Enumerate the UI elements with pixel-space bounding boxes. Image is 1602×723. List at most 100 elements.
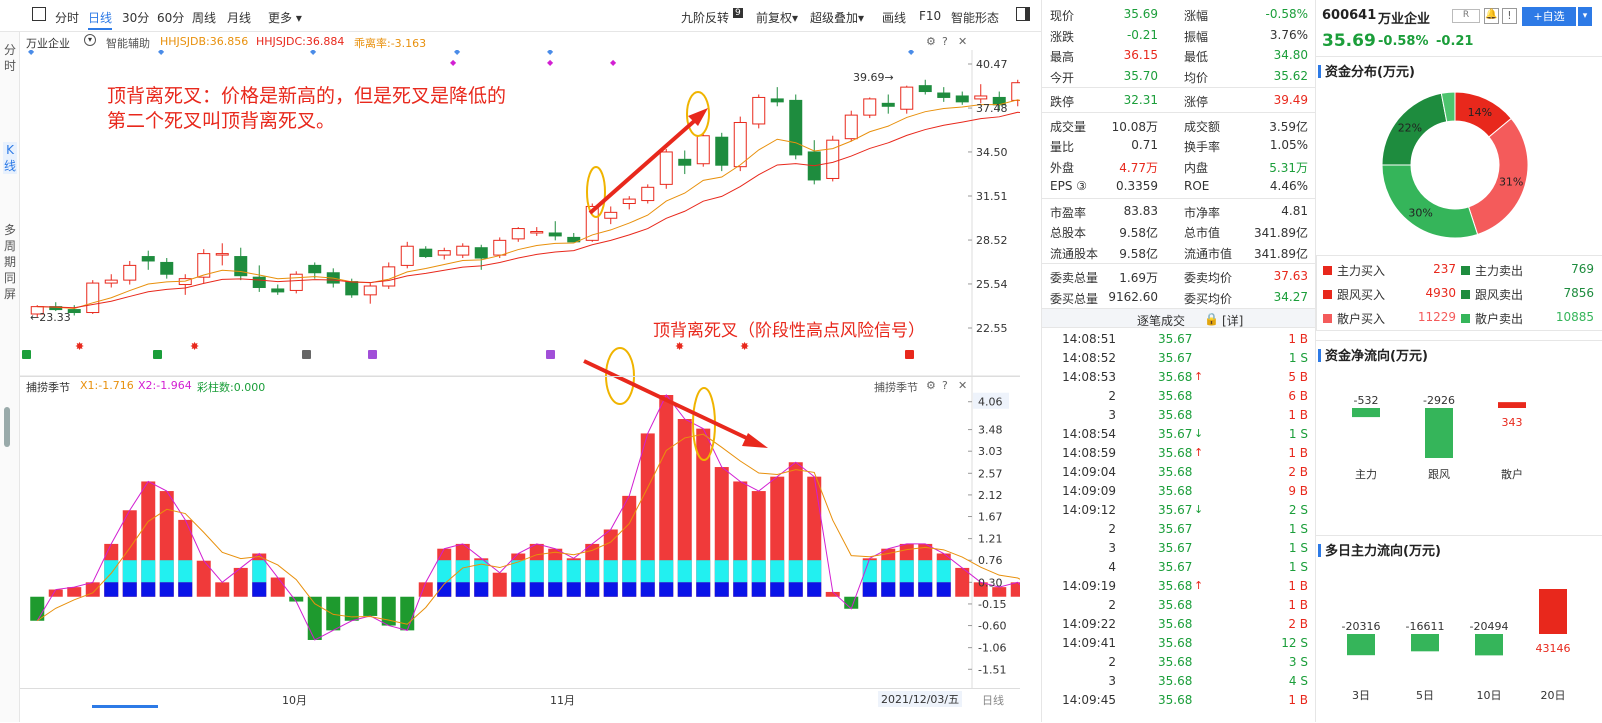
period-tab-monthly[interactable]: 月线 <box>227 11 252 25</box>
smart-assist-label[interactable]: 智能辅助 <box>106 37 150 50</box>
osc-axis-label: 1.67 <box>978 511 1003 524</box>
panel-toggle-icon[interactable] <box>32 7 46 21</box>
indicator-settings-icon[interactable]: ⚙ <box>926 379 936 392</box>
indicator-help-icon[interactable]: ? <box>942 379 948 392</box>
f10-button[interactable]: F10 <box>919 9 942 23</box>
strip-multi-period[interactable]: 多周期同屏 <box>3 223 16 301</box>
indicator-name-right[interactable]: 捕捞季节 <box>874 381 918 394</box>
ticks-detail-link[interactable]: [详] <box>1222 314 1244 328</box>
tick-volume: 1 S <box>1288 541 1308 555</box>
osc-bar-green <box>289 596 304 602</box>
quote-value: 1.05% <box>1269 138 1308 152</box>
draw-line-button[interactable]: 画线 <box>882 11 907 25</box>
indicator-x2: X2:-1.964 <box>138 379 192 392</box>
quote-label: 委卖均价 <box>1184 271 1233 285</box>
tick-time: 14:09:12 <box>1062 503 1116 517</box>
candle-body <box>363 285 377 296</box>
smart-pattern-button[interactable]: 智能形态 <box>951 11 1000 25</box>
tick-price: 35.68 <box>1158 674 1193 688</box>
tick-time: 2 <box>1108 522 1116 536</box>
candle-body <box>1011 82 1020 101</box>
warning-icon[interactable]: ! <box>1502 8 1517 24</box>
quote-label: EPS ③ <box>1050 179 1088 193</box>
candle-body <box>382 266 396 287</box>
flow-sell-value: 7856 <box>1563 286 1594 300</box>
osc-bar-cyan <box>585 560 600 583</box>
adjust-dropdown[interactable]: 前复权▾ <box>756 11 799 25</box>
alert-bell-icon[interactable]: 🔔 <box>1484 8 1499 24</box>
osc-bar-blue <box>640 582 655 597</box>
quote-label: 现价 <box>1050 9 1075 23</box>
signal-box-marker <box>546 350 555 359</box>
osc-bar-cyan <box>751 560 766 583</box>
overlay-dropdown[interactable]: 超级叠加▾ <box>810 11 865 25</box>
candle-body <box>289 273 303 291</box>
tick-arrow-icon: ↓ <box>1194 427 1204 440</box>
close-icon[interactable]: ✕ <box>958 35 968 48</box>
time-scroll-indicator[interactable] <box>92 705 158 708</box>
flow-sell-swatch <box>1461 290 1470 299</box>
watchlist-dropdown-icon[interactable]: ▾ <box>1578 7 1592 26</box>
flow-bar <box>1475 634 1503 656</box>
strip-intraday[interactable]: 分时 <box>3 43 16 73</box>
osc-bar-red <box>825 591 840 597</box>
strip-kline[interactable]: K线 <box>3 142 17 174</box>
tick-row: 14:09:22 35.68 2 B <box>1042 616 1316 635</box>
osc-axis-label: 0.76 <box>978 554 1003 567</box>
flow-sell-label: 散户卖出 <box>1475 312 1524 326</box>
indicator-close-icon[interactable]: ✕ <box>958 379 968 392</box>
fund-donut-chart: 14% 31% 30% 22% <box>1381 91 1529 239</box>
tick-arrow-icon: ↓ <box>1194 503 1204 516</box>
period-tab-daily[interactable]: 日线 <box>88 9 113 30</box>
donut-slice-label: 30% <box>1408 206 1432 219</box>
osc-axis-label: 4.06 <box>978 396 1003 409</box>
price-axis-label: 31.51 <box>976 190 1008 203</box>
osc-bar-blue <box>455 582 470 597</box>
period-more-dropdown[interactable]: 更多 ▾ <box>268 11 302 25</box>
tick-volume: 4 S <box>1288 674 1308 688</box>
add-watchlist-button[interactable]: +自选 <box>1522 7 1576 26</box>
osc-bar-green <box>381 596 396 626</box>
flow-bar-label: 5日 <box>1416 689 1434 702</box>
nine-reversal-button[interactable]: 九阶反转 <box>681 11 730 25</box>
top-diamond-marker: ◆ <box>547 58 554 67</box>
period-tab-intraday[interactable]: 分时 <box>55 11 80 25</box>
tick-price: 35.68 <box>1158 617 1193 631</box>
osc-bar-green <box>344 596 359 621</box>
settings-icon[interactable]: ⚙ <box>926 35 936 48</box>
osc-axis-label: -1.51 <box>978 663 1006 676</box>
tick-time: 3 <box>1108 541 1116 555</box>
osc-bar-blue <box>918 582 933 597</box>
quote-row: 成交量 10.08万 成交额 3.59亿 <box>1042 115 1316 136</box>
quote-value: 4.81 <box>1281 203 1308 218</box>
tick-row: 14:08:53 35.68 ↑ 5 B <box>1042 369 1316 388</box>
sidebar-toggle-icon[interactable] <box>1016 7 1030 21</box>
quote-value: 34.27 <box>1273 289 1308 304</box>
osc-bar-blue <box>899 582 914 597</box>
tick-time: 2 <box>1108 655 1116 669</box>
quote-row: 总股本 9.58亿 总市值 341.89亿 <box>1042 221 1316 242</box>
flow-buy-label: 跟风买入 <box>1337 288 1386 302</box>
scroll-handle[interactable] <box>4 407 10 447</box>
price-axis-label: 37.48 <box>976 102 1008 115</box>
flow-bar-label: 主力 <box>1355 468 1377 481</box>
time-axis: 10月 11月 2021/12/03/五 日线 <box>20 688 1020 722</box>
osc-bar-blue <box>474 582 489 597</box>
flow-sell-swatch <box>1461 314 1470 323</box>
period-tab-60min[interactable]: 60分 <box>157 11 185 25</box>
osc-line-x2 <box>36 394 1020 641</box>
period-tab-weekly[interactable]: 周线 <box>192 11 217 25</box>
flow-bar <box>1425 408 1453 458</box>
assist-toggle-icon[interactable]: ▾ <box>84 34 96 46</box>
period-tab-30min[interactable]: 30分 <box>122 11 150 25</box>
annotation-top-line2: 第二个死叉叫顶背离死叉。 <box>107 110 336 132</box>
kline-chart[interactable]: ◆ ◆ ◆ ◆ ◆ ◆ ◆ ◆ ◆ ✸ ✸ ✸ ✸ 40.47 37.48 34.50 31.51 28.52 2… <box>20 50 1020 722</box>
annotation-top-line1: 顶背离死叉：价格是新高的，但是死叉是降低的 <box>107 85 507 107</box>
indicator-name[interactable]: 捕捞季节 <box>26 381 70 394</box>
candle-body <box>67 309 81 314</box>
quote-row: 涨跌 -0.21 振幅 3.76% <box>1042 25 1316 46</box>
osc-bar-blue <box>696 582 711 597</box>
help-icon[interactable]: ? <box>942 35 948 48</box>
osc-bar-blue <box>529 582 544 597</box>
flow-bar <box>1347 634 1375 656</box>
